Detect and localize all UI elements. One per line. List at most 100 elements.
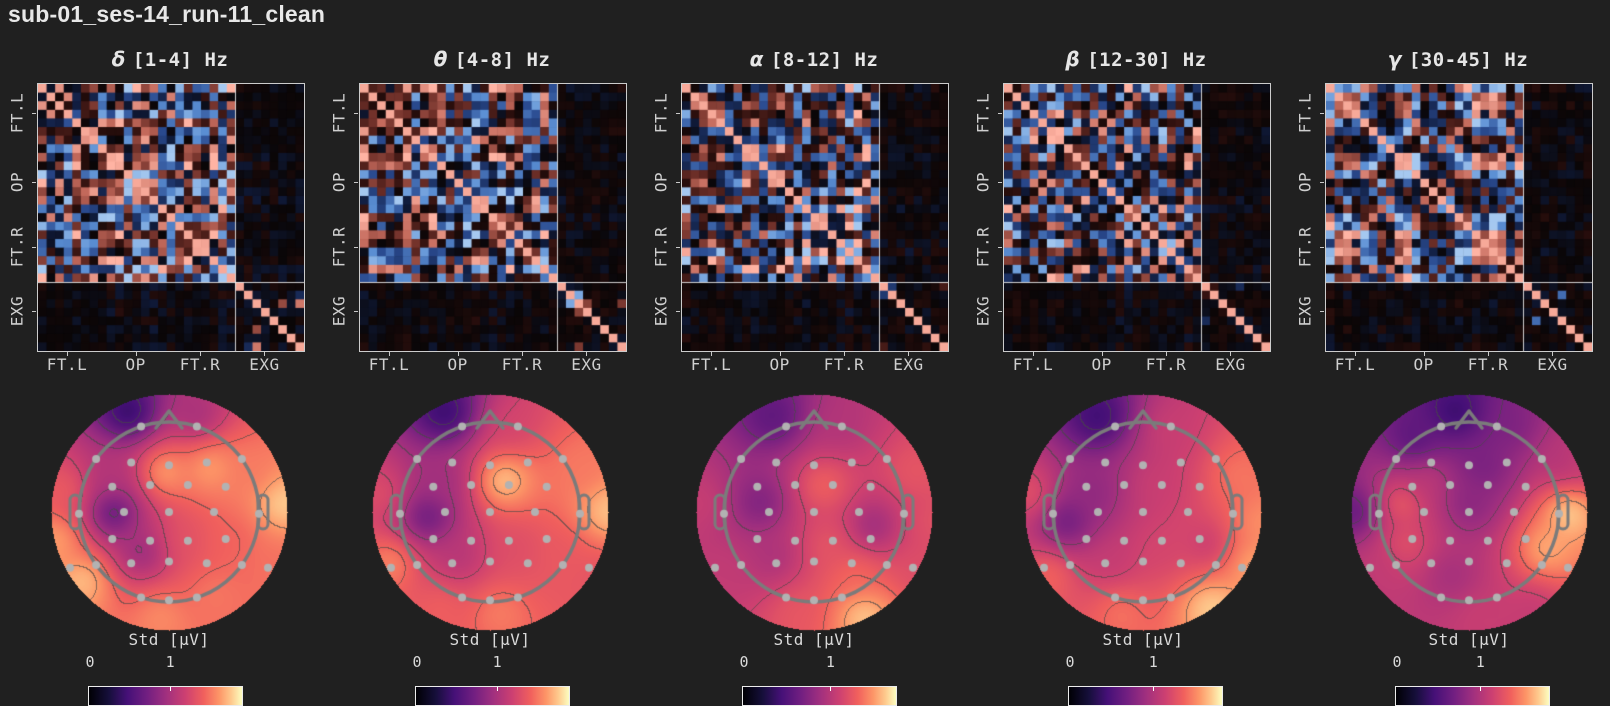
matrix-row-label-ftr: FT.R [329, 226, 349, 267]
matrix-col-label-ftr: FT.R [501, 355, 543, 374]
matrix-row-label-ftl: FT.L [1295, 92, 1315, 134]
colorbar-tick-1: 1 [1475, 653, 1485, 671]
colorbar-tick-mark [830, 687, 832, 691]
matrix-row-label-ftr: FT.R [7, 226, 27, 267]
y-axis-tick [32, 246, 36, 248]
x-axis-tick [264, 352, 266, 356]
matrix-col-label-op: OP [1091, 355, 1112, 374]
x-axis-tick [844, 352, 846, 356]
matrix-row-label-ftl: FT.L [329, 92, 349, 134]
x-axis-tick [389, 352, 391, 356]
matrix-row-label-ftl: FT.L [651, 92, 671, 134]
covariance-matrix [681, 83, 949, 352]
x-axis-tick [908, 352, 910, 356]
colorbar-title: Std [μV] [128, 630, 210, 649]
colorbar-tick-0: 0 [85, 653, 95, 671]
x-axis-tick [1166, 352, 1168, 356]
matrix-row-label-ftr: FT.R [973, 226, 993, 267]
matrix-row-label-op: OP [329, 171, 349, 193]
page-title: sub-01_ses-14_run-11_clean [8, 1, 326, 27]
x-axis-tick [711, 352, 713, 356]
matrix-row-label-exg: EXG [329, 296, 349, 327]
matrix-col-label-ftl: FT.L [1012, 355, 1054, 374]
matrix-col-label-exg: EXG [893, 355, 924, 374]
matrix-col-label-op: OP [1413, 355, 1434, 374]
matrix-col-label-ftl: FT.L [1334, 355, 1376, 374]
y-axis-tick [354, 246, 358, 248]
matrix-row-label-exg: EXG [651, 296, 671, 327]
y-axis-tick [1320, 311, 1324, 313]
colorbar [415, 686, 570, 706]
band-range-label: [30-45] Hz [1408, 49, 1529, 71]
topomap [682, 392, 946, 632]
band-symbol: β [1065, 47, 1081, 71]
band-title: θ [4-8] Hz [359, 47, 625, 71]
band-range-label: [4-8] Hz [454, 49, 551, 71]
band-symbol: δ [111, 47, 126, 71]
matrix-row-label-op: OP [7, 171, 27, 193]
covariance-matrix [359, 83, 627, 352]
topomap [37, 392, 301, 632]
matrix-col-label-exg: EXG [249, 355, 280, 374]
matrix-col-label-ftr: FT.R [179, 355, 221, 374]
matrix-col-label-ftl: FT.L [368, 355, 410, 374]
matrix-col-label-ftr: FT.R [823, 355, 865, 374]
y-axis-tick [32, 113, 36, 115]
y-axis-tick [32, 182, 36, 184]
band-symbol: θ [433, 47, 448, 71]
y-axis-tick [998, 182, 1002, 184]
colorbar-tick-0: 0 [1392, 653, 1402, 671]
band-range-label: [1-4] Hz [132, 49, 229, 71]
x-axis-tick [522, 352, 524, 356]
y-axis-tick [676, 182, 680, 184]
y-axis-tick [676, 311, 680, 313]
colorbar-tick-mark [170, 687, 172, 691]
band-range-label: [8-12] Hz [770, 49, 879, 71]
x-axis-tick [67, 352, 69, 356]
matrix-row-label-exg: EXG [7, 296, 27, 327]
x-axis-tick [1423, 352, 1425, 356]
colorbar-tick-0: 0 [1065, 653, 1075, 671]
band-column-beta: β [12-30] Hz Std [μV] 0 1 FT.L FT.L OP OP FT.… [966, 0, 1288, 706]
x-axis-tick [1488, 352, 1490, 356]
matrix-col-label-exg: EXG [1537, 355, 1568, 374]
matrix-row-label-op: OP [651, 171, 671, 193]
x-axis-tick [779, 352, 781, 356]
matrix-row-label-ftl: FT.L [7, 92, 27, 134]
colorbar-tick-1: 1 [825, 653, 835, 671]
colorbar-tick-1: 1 [492, 653, 502, 671]
y-axis-tick [1320, 246, 1324, 248]
band-column-alpha: α [8-12] Hz Std [μV] 0 1 FT.L FT.L OP OP FT.R… [644, 0, 966, 706]
x-axis-tick [1552, 352, 1554, 356]
x-axis-tick [200, 352, 202, 356]
colorbar [742, 686, 897, 706]
x-axis-tick [1101, 352, 1103, 356]
covariance-matrix [37, 83, 305, 352]
band-title: α [8-12] Hz [681, 47, 947, 71]
matrix-row-label-ftl: FT.L [973, 92, 993, 134]
colorbar-tick-0: 0 [739, 653, 749, 671]
matrix-row-label-ftr: FT.R [651, 226, 671, 267]
x-axis-tick [1230, 352, 1232, 356]
y-axis-tick [998, 311, 1002, 313]
x-axis-tick [1033, 352, 1035, 356]
y-axis-tick [354, 113, 358, 115]
matrix-row-label-exg: EXG [1295, 296, 1315, 327]
matrix-row-label-exg: EXG [973, 296, 993, 327]
colorbar [88, 686, 243, 706]
band-range-label: [12-30] Hz [1087, 49, 1207, 71]
y-axis-tick [676, 113, 680, 115]
colorbar-tick-1: 1 [1148, 653, 1158, 671]
matrix-row-label-ftr: FT.R [1295, 226, 1315, 267]
matrix-col-label-ftl: FT.L [690, 355, 732, 374]
y-axis-tick [1320, 113, 1324, 115]
topomap [358, 392, 622, 632]
band-symbol: γ [1387, 47, 1402, 71]
x-axis-tick [1355, 352, 1357, 356]
y-axis-tick [354, 182, 358, 184]
x-axis-tick [135, 352, 137, 356]
colorbar-title: Std [μV] [1428, 630, 1510, 649]
colorbar [1395, 686, 1550, 706]
band-column-gamma: γ [30-45] Hz Std [μV] 0 1 FT.L FT.L OP OP FT.… [1288, 0, 1610, 706]
covariance-matrix [1325, 83, 1593, 352]
